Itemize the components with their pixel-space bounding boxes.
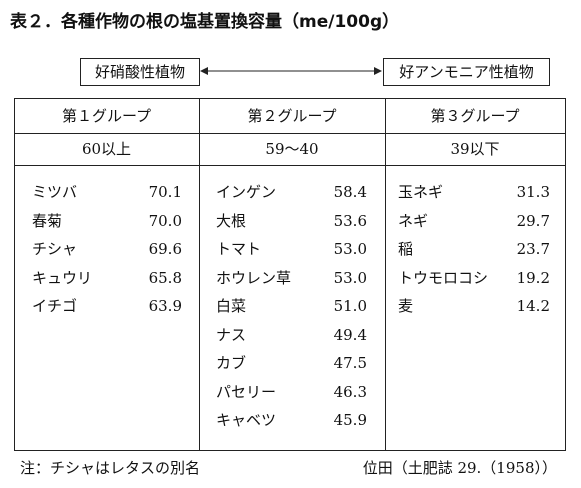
crop-value: 14.2	[516, 297, 550, 315]
crop-value: 70.1	[148, 183, 182, 201]
group-header: 第２グループ	[247, 107, 337, 125]
crop-name: イチゴ	[32, 297, 78, 315]
crop-name: ミツバ	[32, 183, 78, 201]
crop-name: 大根	[216, 211, 247, 230]
crop-value: 31.3	[516, 183, 550, 201]
crop-name: 麦	[398, 297, 414, 315]
crop-name: キャベツ	[216, 411, 277, 429]
group-range: 39以下	[450, 140, 500, 158]
crop-value: 29.7	[516, 211, 550, 230]
right-box: 好アンモニア性植物	[383, 58, 550, 86]
crop-value: 58.4	[333, 183, 367, 201]
title: 表２．各種作物の根の塩基置換容量（me/100g）	[10, 12, 400, 32]
crop-name: ホウレン草	[216, 268, 292, 287]
crop-value: 51.0	[333, 297, 367, 315]
crop-name: 春菊	[32, 211, 63, 230]
crop-value: 65.8	[148, 268, 182, 287]
crop-name: 稲	[398, 240, 414, 258]
group-range: 59～40	[265, 140, 319, 158]
crop-name: トウモロコシ	[398, 268, 489, 287]
source: 位田（土肥誌 29.（1958））	[362, 459, 557, 477]
crop-name: パセリー	[216, 382, 277, 401]
crop-value: 53.0	[333, 268, 367, 287]
crop-name: カブ	[216, 354, 247, 372]
crop-value: 47.5	[333, 354, 367, 372]
crop-value: 70.0	[148, 211, 182, 230]
crop-name: ネギ	[398, 211, 429, 230]
crop-value: 69.6	[148, 240, 182, 258]
group-header: 第１グループ	[61, 107, 152, 125]
crop-name: 白菜	[216, 297, 247, 315]
crop-name: キュウリ	[32, 268, 93, 287]
crop-name: 玉ネギ	[398, 183, 444, 201]
crop-value: 49.4	[333, 325, 367, 344]
crop-value: 23.7	[516, 240, 550, 258]
note: 注：チシャはレタスの別名	[20, 459, 201, 477]
group-range: 60以上	[81, 140, 132, 158]
crop-value: 53.0	[333, 240, 367, 258]
group-header: 第３グループ	[430, 107, 520, 125]
crop-value: 53.6	[333, 211, 367, 230]
crop-name: インゲン	[216, 183, 277, 201]
crop-value: 45.9	[333, 411, 367, 429]
left-box: 好硝酸性植物	[80, 58, 200, 86]
crop-value: 19.2	[516, 268, 550, 287]
crop-name: トマト	[216, 240, 262, 258]
crop-name: チシャ	[32, 240, 78, 258]
crop-value: 46.3	[333, 382, 367, 401]
crop-value: 63.9	[148, 297, 182, 315]
crop-name: ナス	[216, 325, 247, 344]
